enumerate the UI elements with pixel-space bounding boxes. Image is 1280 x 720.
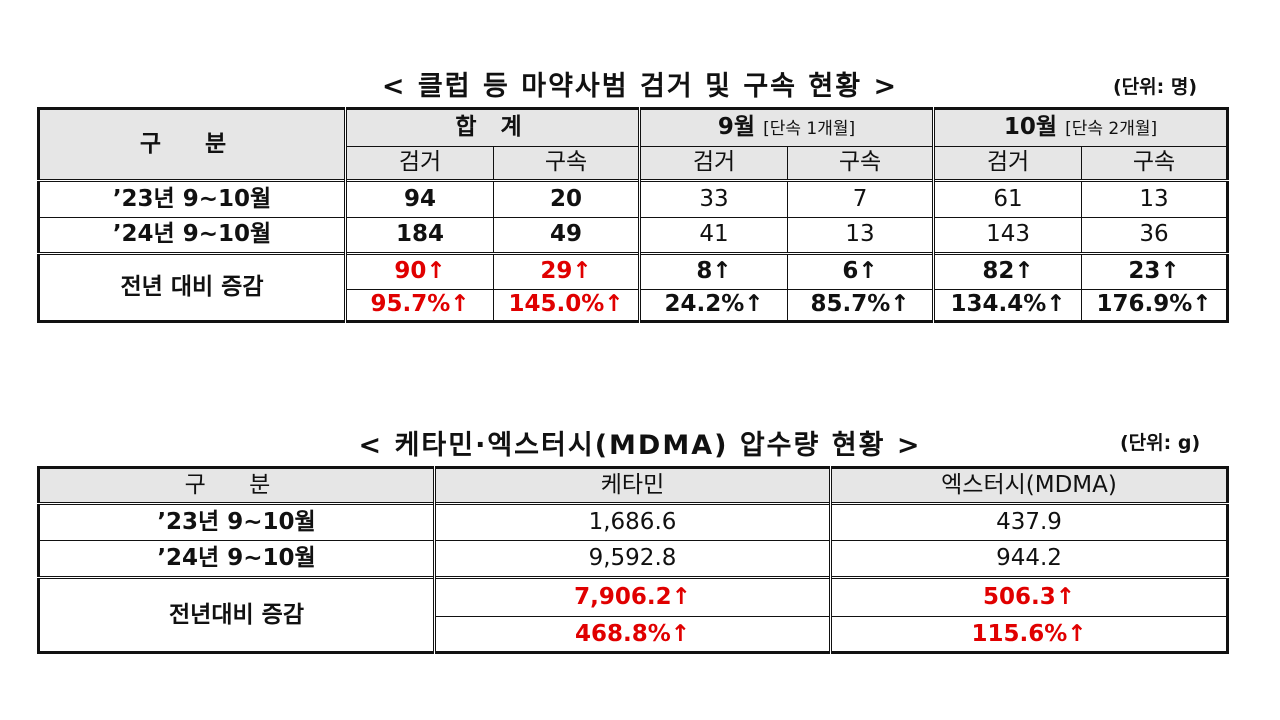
table-row: ’24년 9~10월 9,592.8 944.2: [38, 540, 1228, 578]
change-percent: 468.8%↑: [434, 616, 832, 653]
table1-unit: (단위: 명): [1113, 76, 1198, 98]
table-row: 95.7%↑ 145.0%↑ 24.2%↑ 85.7%↑ 134.4%↑ 176…: [39, 288, 1229, 322]
row-label-2024: ’24년 9~10월: [38, 540, 436, 578]
header-total-detain: 구속: [492, 145, 642, 182]
change-percent: 145.0%↑: [492, 288, 642, 322]
cell-value: 1,686.6: [434, 502, 832, 541]
change-value: 90↑: [345, 252, 494, 290]
change-value: 23↑: [1081, 252, 1229, 290]
cell-value: 94: [345, 179, 494, 218]
header-category: 구 분: [38, 467, 436, 504]
table-row: ’23년 9~10월 1,686.6 437.9: [38, 502, 1228, 541]
table-row: ’24년 9~10월 184 49 41 13 143 36: [38, 216, 1229, 254]
header-sep-detain: 구속: [787, 145, 936, 182]
table2-title: < 케타민·엑스터시(MDMA) 압수량 현황 >: [358, 430, 922, 461]
change-value: 6↑: [787, 252, 936, 290]
table-row: 전년 대비 증감 90↑ 29↑ 8↑ 6↑ 82↑ 23↑: [38, 252, 1229, 322]
row-label-2023: ’23년 9~10월: [38, 502, 436, 541]
header-total-arrest: 검거: [345, 145, 494, 182]
row-label-2024: ’24년 9~10월: [38, 216, 347, 254]
table-row: 전년대비 증감 7,906.2↑ 506.3↑: [38, 576, 1228, 653]
header-ketamine: 케타민: [434, 467, 832, 504]
change-value: 82↑: [933, 252, 1083, 290]
header-total: 합 계: [344, 108, 642, 147]
cell-value: 49: [492, 216, 642, 254]
cell-value: 7: [787, 179, 936, 218]
change-value: 7,906.2↑: [434, 576, 832, 617]
cell-value: 143: [933, 216, 1083, 254]
table-row: 468.8%↑ 115.6%↑: [39, 616, 1228, 653]
change-percent: 134.4%↑: [933, 288, 1083, 322]
header-ecstasy: 엑스터시(MDMA): [830, 467, 1228, 504]
cell-value: 36: [1081, 216, 1229, 254]
header-october: 10월 [단속 2개월]: [933, 108, 1229, 147]
table2-unit: (단위: g): [1120, 432, 1201, 454]
change-value: 506.3↑: [830, 576, 1228, 617]
change-percent: 95.7%↑: [345, 288, 494, 322]
cell-value: 13: [787, 216, 936, 254]
row-label-change: 전년대비 증감: [38, 576, 436, 653]
change-percent: 176.9%↑: [1081, 288, 1229, 322]
cell-value: 20: [492, 179, 642, 218]
cell-value: 41: [639, 216, 789, 254]
arrest-detention-table: 구 분 합 계 9월 [단속 1개월] 10월 [단속 2개월] 검거 구속 검…: [37, 107, 1230, 323]
table1-title: < 클럽 등 마약사범 검거 및 구속 현황 >: [381, 71, 899, 102]
cell-value: 9,592.8: [434, 540, 832, 578]
header-sep-arrest: 검거: [639, 145, 789, 182]
cell-value: 437.9: [830, 502, 1228, 541]
header-oct-arrest: 검거: [933, 145, 1083, 182]
seizure-table: 구 분 케타민 엑스터시(MDMA) ’23년 9~10월 1,686.6 43…: [37, 466, 1229, 654]
change-value: 29↑: [492, 252, 642, 290]
change-percent: 24.2%↑: [639, 288, 789, 322]
table-row: ’23년 9~10월 94 20 33 7 61 13: [38, 179, 1229, 218]
header-category: 구 분: [38, 108, 347, 181]
cell-value: 61: [933, 179, 1083, 218]
change-value: 8↑: [639, 252, 789, 290]
cell-value: 184: [345, 216, 494, 254]
change-percent: 115.6%↑: [830, 616, 1228, 653]
header-oct-detain: 구속: [1081, 145, 1229, 182]
cell-value: 13: [1081, 179, 1229, 218]
cell-value: 944.2: [830, 540, 1228, 578]
cell-value: 33: [639, 179, 789, 218]
header-september: 9월 [단속 1개월]: [639, 108, 936, 147]
row-label-2023: ’23년 9~10월: [38, 179, 347, 218]
change-percent: 85.7%↑: [787, 288, 936, 322]
row-label-change: 전년 대비 증감: [38, 252, 347, 322]
